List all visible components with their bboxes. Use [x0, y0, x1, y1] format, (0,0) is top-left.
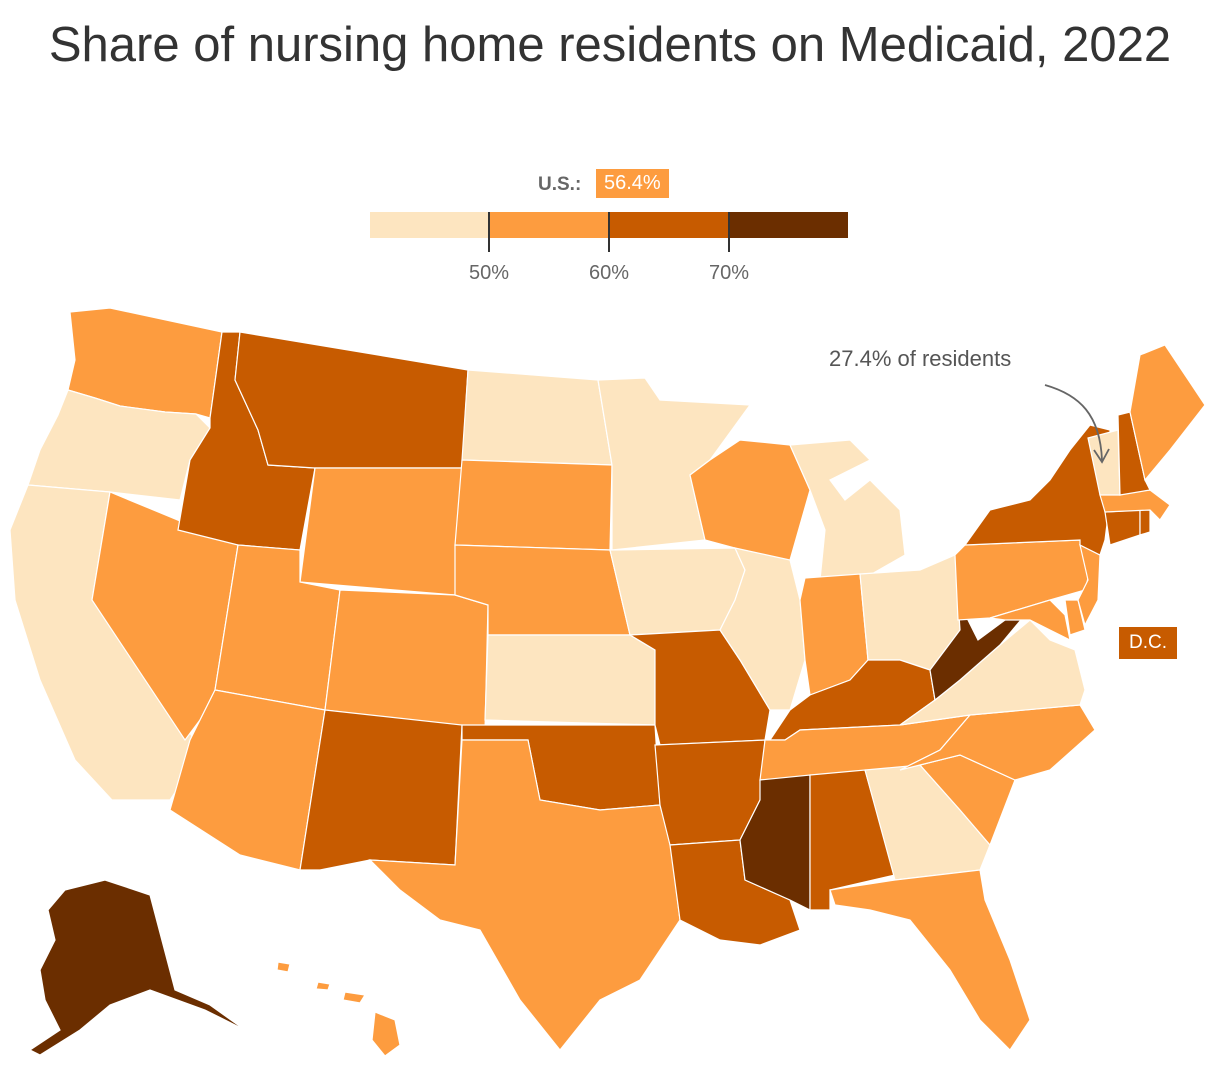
- chart-title: Share of nursing home residents on Medic…: [48, 18, 1172, 72]
- annotation-label: 27.4% of residents: [829, 346, 1012, 371]
- annotation-arrowhead: [1093, 448, 1110, 464]
- dc-badge: D.C.: [1119, 627, 1177, 659]
- state-NC: [899, 704, 1096, 781]
- state-MD: [989, 599, 1071, 642]
- legend-label-60: 60%: [588, 262, 630, 284]
- legend-label-70: 70%: [708, 262, 750, 284]
- us-average-label: U.S.:: [538, 174, 582, 195]
- state-NY: [963, 424, 1111, 556]
- state-TX: [368, 739, 681, 1051]
- us-choropleth-map: [9, 307, 1206, 1057]
- state-MT: [234, 331, 469, 469]
- legend-tick-60: [608, 212, 610, 252]
- state-HI-4: [371, 1011, 401, 1057]
- legend-bin-50-60: [489, 212, 609, 238]
- state-CT: [1104, 509, 1141, 546]
- legend-bin-under-50: [370, 212, 489, 238]
- state-IL: [719, 547, 806, 711]
- legend-bin-over-70: [729, 212, 848, 238]
- state-KS: [484, 634, 656, 726]
- legend-tick-70: [728, 212, 730, 252]
- state-MI: [789, 439, 906, 581]
- color-legend: [370, 212, 848, 252]
- state-HI-3: [342, 991, 366, 1004]
- state-HI-2: [315, 981, 331, 991]
- annotation-arrow: [1044, 384, 1103, 461]
- state-AK: [28, 879, 246, 1056]
- state-ND: [461, 369, 613, 466]
- state-WY: [299, 467, 463, 596]
- legend-tick-50: [488, 212, 490, 252]
- state-WI: [689, 439, 811, 563]
- state-SD: [454, 459, 613, 551]
- legend-bin-60-70: [609, 212, 729, 238]
- state-NM: [299, 709, 463, 871]
- state-FL: [829, 869, 1031, 1051]
- state-HI-1: [276, 961, 291, 973]
- state-CO: [324, 589, 489, 731]
- us-average-value: 56.4%: [596, 169, 669, 198]
- state-ME: [1129, 344, 1206, 482]
- legend-label-50: 50%: [468, 262, 510, 284]
- state-NH: [1117, 411, 1151, 496]
- state-RI: [1139, 509, 1151, 536]
